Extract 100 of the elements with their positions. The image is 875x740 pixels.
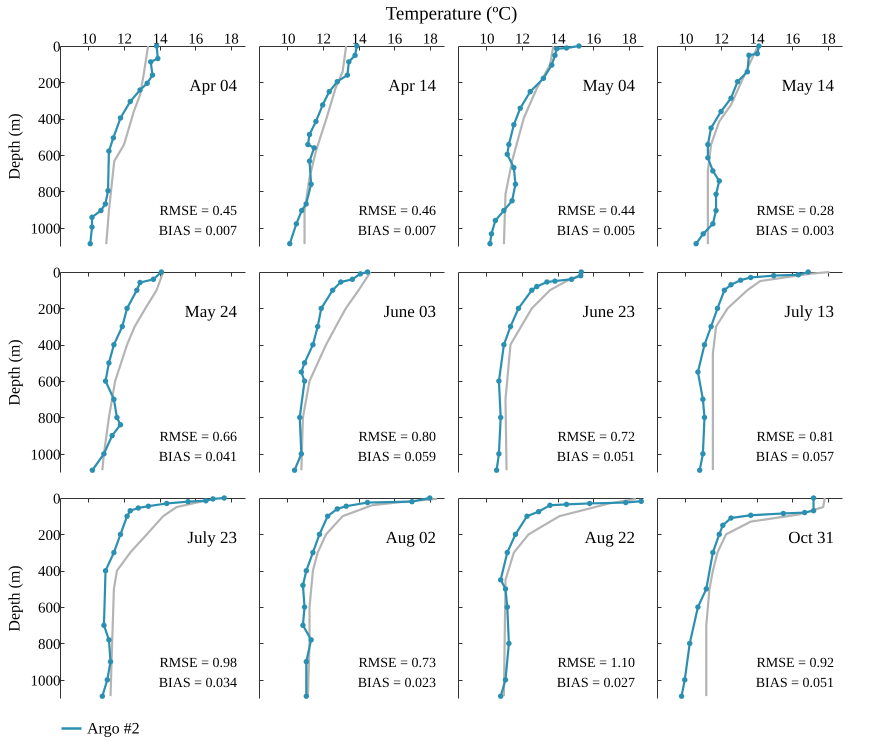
point [502,677,508,683]
point [504,152,510,158]
point [128,508,134,514]
annotation: RMSE = 0.45 [159,204,237,219]
point [623,500,628,506]
point [106,148,112,154]
y-tick-label: 400 [38,564,60,580]
point [718,108,724,114]
point [502,586,508,592]
annotation: BIAS = 0.051 [556,450,635,465]
point [529,287,535,293]
point [104,677,110,683]
point [716,532,722,538]
point [318,306,324,312]
point [98,208,104,214]
y-tick-label: 0 [53,266,60,282]
x-tick-label: 18 [820,32,836,48]
point [108,658,114,664]
point [716,178,722,184]
point [298,208,304,214]
point [494,467,500,473]
point [118,532,124,538]
point [300,622,306,628]
point [306,132,312,138]
x-tick-label: 16 [188,32,204,48]
point [134,287,140,293]
point [704,586,710,592]
point [146,503,152,509]
point [364,500,370,506]
point [682,677,688,683]
point [770,272,776,278]
point [102,378,108,384]
annotation: BIAS = 0.041 [158,450,237,465]
x-tick-label: 16 [387,32,403,48]
point [536,508,542,514]
point [118,115,124,121]
point [527,88,533,94]
point [511,122,517,128]
point [506,142,512,148]
point [678,693,684,699]
point [148,59,154,65]
y-tick-label: 0 [53,40,60,56]
annotation: July 23 [187,528,237,547]
point [552,278,558,284]
annotation: RMSE = 1.10 [557,656,635,671]
point [498,414,504,420]
point [693,240,699,246]
annotation: May 04 [582,76,636,95]
point [506,640,512,646]
point [498,693,504,699]
annotation: Aug 22 [584,528,635,547]
point [128,98,134,104]
point [754,50,760,56]
point [686,640,692,646]
point [164,500,170,506]
point [496,378,502,384]
point [137,87,143,93]
y-axis-title: Depth (m) [6,565,24,632]
point [524,513,530,519]
annotation: BIAS = 0.023 [358,676,436,691]
point [810,508,816,514]
point [427,495,433,501]
y-tick-label: 200 [38,528,60,544]
y-tick-label: 200 [38,76,60,92]
x-tick-label: 10 [678,32,694,48]
point [136,505,142,511]
point [118,422,124,428]
point [326,88,332,94]
point [334,78,340,84]
point [308,181,314,187]
point [511,164,517,170]
annotation: BIAS = 0.051 [756,676,834,691]
point [501,342,507,348]
annotation: BIAS = 0.005 [556,224,635,239]
point [487,240,493,246]
point [102,568,108,574]
point [728,515,734,521]
point [124,306,130,312]
point [294,221,300,227]
annotation: BIAS = 0.057 [756,450,834,465]
annotation: Apr 14 [388,76,436,95]
point [554,46,560,52]
annotation: BIAS = 0.027 [556,676,635,691]
annotation: July 13 [784,302,834,321]
annotation: BIAS = 0.059 [358,450,436,465]
point [564,45,570,51]
point [534,284,540,290]
x-tick-label: 12 [515,32,530,48]
point [708,324,714,330]
point [302,378,308,384]
x-tick-label: 10 [479,32,494,48]
annotation: RMSE = 0.73 [358,656,436,671]
y-axis-title: Depth (m) [6,339,24,406]
line-series [105,44,150,246]
y-tick-label: 600 [38,600,60,617]
y-tick-label: 1000 [30,447,60,464]
point [702,414,708,420]
point [296,414,302,420]
x-tick-label: 14 [152,32,168,48]
point [137,280,143,286]
